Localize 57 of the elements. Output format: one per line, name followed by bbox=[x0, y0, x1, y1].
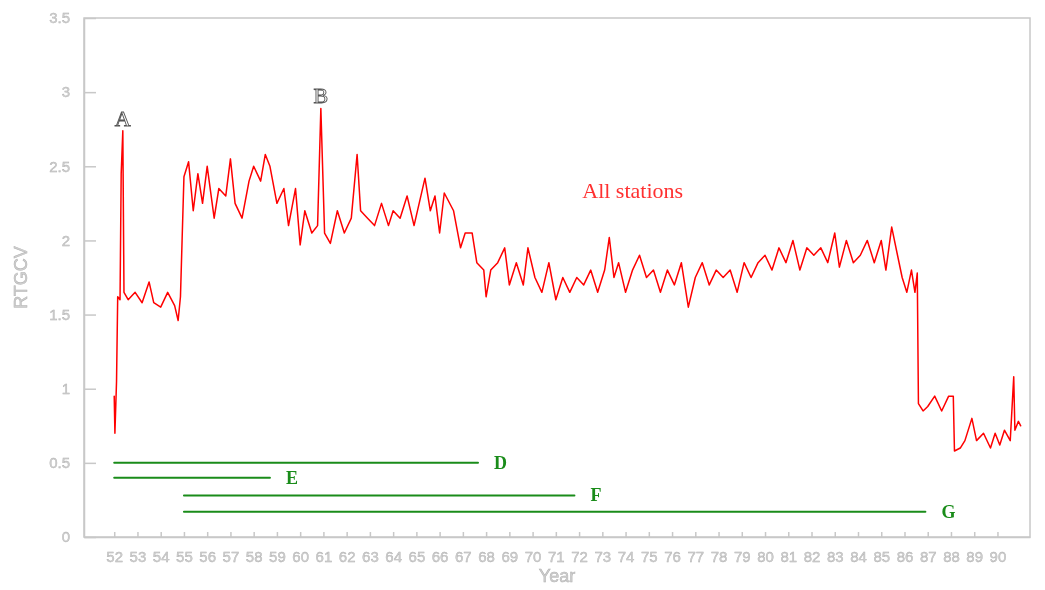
x-tick-label: 75 bbox=[640, 547, 658, 565]
x-tick-label: 64 bbox=[385, 547, 402, 565]
y-tick-label: 0.5 bbox=[49, 454, 70, 472]
x-tick-label: 62 bbox=[338, 547, 356, 565]
annotation: All stations bbox=[582, 178, 684, 203]
series-label: F bbox=[590, 485, 602, 506]
line-series bbox=[113, 107, 1022, 452]
series-label: E bbox=[285, 467, 298, 488]
x-tick-label: 60 bbox=[292, 547, 310, 565]
x-tick-label: 78 bbox=[710, 547, 728, 565]
x-tick-label: 81 bbox=[780, 547, 798, 565]
x-tick-label: 82 bbox=[803, 547, 821, 565]
x-tick-label: 67 bbox=[455, 547, 472, 565]
y-tick-label: 1.5 bbox=[49, 305, 70, 323]
x-tick-label: 74 bbox=[617, 547, 635, 565]
x-tick-label: 76 bbox=[664, 547, 681, 565]
x-tick-label: 86 bbox=[896, 547, 914, 565]
x-tick-label: 66 bbox=[431, 547, 449, 565]
x-tick-label: 65 bbox=[408, 547, 426, 565]
x-tick-label: 55 bbox=[176, 547, 193, 565]
x-tick-label: 61 bbox=[315, 547, 333, 565]
y-tick-label: 1 bbox=[61, 380, 70, 398]
x-tick-label: 80 bbox=[757, 547, 774, 565]
y-tick-label: 2.5 bbox=[49, 157, 70, 175]
y-tick-label: 2 bbox=[61, 231, 70, 249]
annotation: A bbox=[114, 105, 131, 131]
x-tick-label: 56 bbox=[199, 547, 217, 565]
x-tick-label: 79 bbox=[733, 547, 751, 565]
x-tick-label: 87 bbox=[919, 547, 937, 565]
x-tick-label: 59 bbox=[269, 547, 286, 565]
series-label: D bbox=[493, 452, 507, 473]
x-tick-label: 73 bbox=[594, 547, 612, 565]
y-tick-label: 3.5 bbox=[49, 9, 70, 27]
x-tick-label: 69 bbox=[501, 547, 519, 565]
x-tick-label: 77 bbox=[687, 547, 705, 565]
x-tick-label: 68 bbox=[478, 547, 495, 565]
x-tick-label: 89 bbox=[966, 547, 984, 565]
x-tick-label: 88 bbox=[943, 547, 960, 565]
x-tick-label: 84 bbox=[850, 547, 867, 565]
x-tick-label: 57 bbox=[222, 547, 240, 565]
x-tick-label: 54 bbox=[152, 547, 170, 565]
x-tick-label: 53 bbox=[129, 547, 147, 565]
x-tick-label: 85 bbox=[873, 547, 891, 565]
x-tick-label: 63 bbox=[362, 547, 379, 565]
x-tick-label: 72 bbox=[571, 547, 588, 565]
y-tick-label: 0 bbox=[61, 528, 70, 546]
y-tick-label: 3 bbox=[61, 83, 70, 101]
x-tick-label: 58 bbox=[245, 547, 263, 565]
x-tick-label: 90 bbox=[989, 547, 1007, 565]
x-tick-label: 52 bbox=[106, 547, 124, 565]
x-tick-label: 70 bbox=[524, 547, 542, 565]
annotation: B bbox=[313, 83, 329, 109]
series-label: G bbox=[941, 501, 956, 522]
y-axis-title: RTGCV bbox=[11, 246, 31, 309]
x-axis-title: Year bbox=[538, 566, 576, 586]
x-tick-label: 83 bbox=[826, 547, 844, 565]
x-tick-label: 71 bbox=[547, 547, 565, 565]
